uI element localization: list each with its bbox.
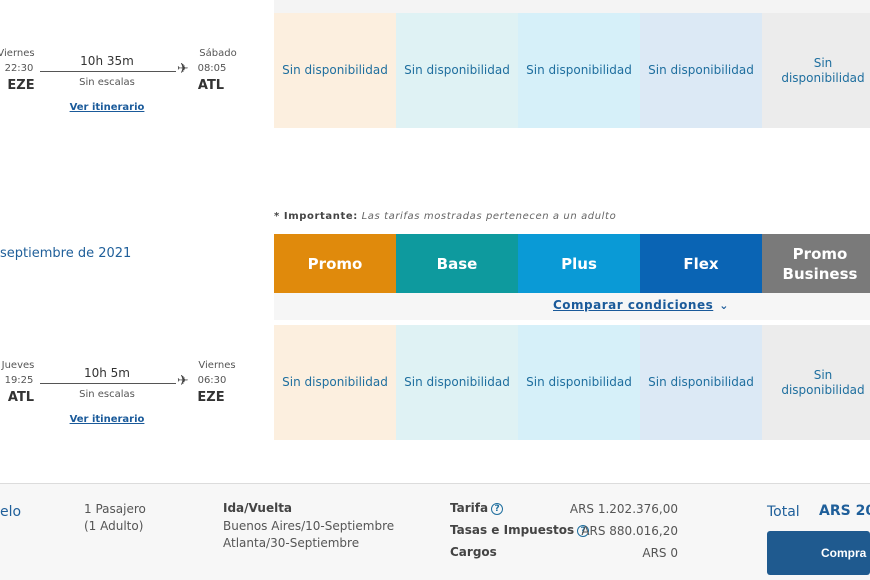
cargos-value: ARS 0 [642, 546, 678, 560]
passengers-detail: (1 Adulto) [84, 519, 144, 533]
outbound-arrive-time: 08:05 [197, 63, 227, 74]
important-text: Las tarifas mostradas pertenecen a un ad… [361, 211, 617, 222]
tarifa-label-row: Tarifa? [450, 501, 504, 515]
outbound-depart-airport: EZE [7, 78, 35, 93]
inbound-arrive-time: 06:30 [197, 375, 227, 386]
taxes-label-row: Tasas e Impuestos? [450, 523, 590, 537]
inbound-route-line [40, 383, 176, 384]
outbound-duration: 10h 35m [80, 54, 134, 68]
fare-header-business: Promo Business [762, 234, 870, 293]
inbound-fare-promo: Sin disponibilidad [274, 325, 396, 440]
tarifa-label: Tarifa [450, 501, 489, 515]
outbound-itinerary-link[interactable]: Ver itinerario [69, 102, 145, 113]
buy-button[interactable]: Compra [767, 531, 870, 575]
passengers-count: 1 Pasajero [84, 502, 146, 516]
inbound-fare-flex: Sin disponibilidad [640, 325, 762, 440]
tarifa-value: ARS 1.202.376,00 [569, 502, 678, 516]
outbound-fares-top-edge [274, 0, 870, 13]
plane-icon: ✈ [177, 61, 189, 77]
inbound-depart-time: 19:25 [4, 375, 34, 386]
return-date-heading: septiembre de 2021 [0, 246, 132, 261]
inbound-stops: Sin escalas [79, 389, 135, 400]
inbound-arrive-day: Viernes [198, 360, 236, 371]
cargos-label: Cargos [450, 545, 497, 559]
taxes-label: Tasas e Impuestos [450, 523, 575, 537]
summary-title: elo [0, 504, 22, 520]
trip-outbound: Buenos Aires/10-Septiembre [223, 519, 395, 533]
outbound-fare-business: Sin disponibilidad [762, 13, 870, 128]
inbound-fare-plus: Sin disponibilidad [518, 325, 640, 440]
inbound-itinerary-link[interactable]: Ver itinerario [69, 414, 145, 425]
outbound-arrive-airport: ATL [197, 78, 225, 93]
outbound-depart-time: 22:30 [4, 63, 34, 74]
fare-header-base: Base [396, 234, 518, 293]
inbound-duration: 10h 5m [83, 366, 130, 380]
outbound-route-line [40, 71, 176, 72]
important-label: * Importante: [274, 211, 358, 222]
help-icon[interactable]: ? [491, 503, 504, 515]
inbound-fare-business: Sin disponibilidad [762, 325, 870, 440]
plane-icon: ✈ [177, 373, 189, 389]
trip-type: Ida/Vuelta [223, 501, 293, 515]
outbound-fare-promo: Sin disponibilidad [274, 13, 396, 128]
trip-return: Atlanta/30-Septiembre [223, 536, 360, 550]
outbound-stops: Sin escalas [79, 77, 135, 88]
fare-header-flex: Flex [640, 234, 762, 293]
inbound-fare-base: Sin disponibilidad [396, 325, 518, 440]
outbound-fare-flex: Sin disponibilidad [640, 13, 762, 128]
booking-summary: elo 1 Pasajero (1 Adulto) Ida/Vuelta Bue… [0, 483, 870, 580]
total-value: ARS 20 [819, 503, 870, 519]
compare-conditions[interactable]: Comparar condiciones ⌄ [553, 298, 728, 312]
fare-header-promo: Promo [274, 234, 396, 293]
outbound-arrive-day: Sábado [199, 48, 237, 59]
compare-conditions-link[interactable]: Comparar condiciones [553, 298, 714, 312]
fare-header-plus: Plus [518, 234, 640, 293]
outbound-depart-day: Viernes [0, 48, 35, 59]
total-label: Total [767, 504, 800, 520]
inbound-arrive-airport: EZE [197, 390, 225, 405]
inbound-depart-airport: ATL [7, 390, 35, 405]
compare-strip [274, 293, 870, 320]
taxes-value: ARS 880.016,20 [581, 524, 678, 538]
important-note: * Importante: Las tarifas mostradas pert… [274, 211, 616, 222]
outbound-fare-base: Sin disponibilidad [396, 13, 518, 128]
inbound-depart-day: Jueves [1, 360, 35, 371]
outbound-fare-plus: Sin disponibilidad [518, 13, 640, 128]
chevron-down-icon[interactable]: ⌄ [719, 298, 729, 312]
help-icon[interactable]: ? [577, 525, 590, 537]
